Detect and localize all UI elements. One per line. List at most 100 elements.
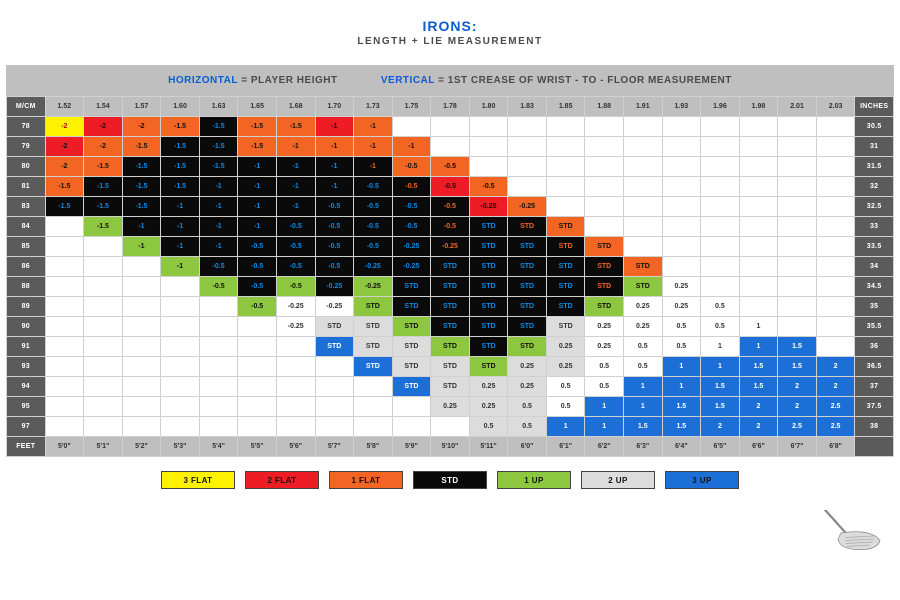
col-header: 2.01 <box>778 97 817 117</box>
feet-cell: 6'6" <box>739 437 778 457</box>
grid-cell: STD <box>392 277 431 297</box>
grid-cell: STD <box>469 297 508 317</box>
grid-cell <box>701 157 740 177</box>
grid-cell: -0.25 <box>315 297 354 317</box>
grid-cell <box>624 197 663 217</box>
grid-cell <box>662 197 701 217</box>
grid-cell: -1 <box>199 217 238 237</box>
grid-cell: STD <box>354 337 393 357</box>
grid-cell: STD <box>508 217 547 237</box>
grid-cell: STD <box>508 337 547 357</box>
grid-cell <box>45 297 84 317</box>
grid-cell: 0.25 <box>624 297 663 317</box>
grid-cell: -1 <box>238 177 277 197</box>
grid-cell <box>84 397 123 417</box>
grid-cell: -2 <box>45 157 84 177</box>
grid-cell <box>469 157 508 177</box>
grid-cell: 0.25 <box>624 317 663 337</box>
grid-cell: 0.25 <box>662 277 701 297</box>
grid-cell <box>739 137 778 157</box>
col-header: 1.63 <box>199 97 238 117</box>
grid-cell: 0.5 <box>701 297 740 317</box>
grid-cell: -1 <box>392 137 431 157</box>
corner-top-left: M/CM <box>7 97 46 117</box>
grid-cell <box>238 417 277 437</box>
grid-cell <box>778 277 817 297</box>
row-header-right: 37 <box>855 377 894 397</box>
grid-cell: -1 <box>276 137 315 157</box>
grid-cell <box>469 117 508 137</box>
grid-cell <box>739 157 778 177</box>
grid-cell <box>84 297 123 317</box>
grid-cell: 0.5 <box>624 337 663 357</box>
grid-cell <box>662 257 701 277</box>
grid-cell <box>354 417 393 437</box>
grid-cell: -1 <box>238 197 277 217</box>
grid-cell: STD <box>585 297 624 317</box>
grid-cell: -1 <box>276 157 315 177</box>
grid-cell: STD <box>546 217 585 237</box>
grid-cell: STD <box>392 297 431 317</box>
col-header: 1.80 <box>469 97 508 117</box>
grid-cell: -1 <box>238 217 277 237</box>
grid-cell <box>315 417 354 437</box>
grid-cell: -1 <box>161 237 200 257</box>
grid-cell <box>662 137 701 157</box>
grid-cell: STD <box>624 257 663 277</box>
row-header-right: 34.5 <box>855 277 894 297</box>
grid-cell: 1.5 <box>662 417 701 437</box>
grid-cell: -0.5 <box>354 217 393 237</box>
grid-cell: 0.5 <box>508 397 547 417</box>
col-header: 1.54 <box>84 97 123 117</box>
grid-cell <box>624 237 663 257</box>
grid-cell: STD <box>546 257 585 277</box>
axis-vertical-label: VERTICAL <box>381 75 435 86</box>
grid-cell: -1.5 <box>84 177 123 197</box>
col-header: 1.96 <box>701 97 740 117</box>
grid-cell <box>469 137 508 157</box>
grid-cell: STD <box>546 237 585 257</box>
row-header-right: 36.5 <box>855 357 894 377</box>
grid-cell: STD <box>431 377 470 397</box>
grid-cell <box>546 157 585 177</box>
fitting-table: M/CM1.521.541.571.601.631.651.681.701.73… <box>6 96 894 457</box>
grid-cell <box>238 337 277 357</box>
grid-cell: -1.5 <box>45 177 84 197</box>
grid-cell: STD <box>469 217 508 237</box>
grid-cell: 1.5 <box>778 357 817 377</box>
row-header-left: 80 <box>7 157 46 177</box>
grid-cell <box>816 117 855 137</box>
grid-cell <box>508 157 547 177</box>
grid-cell: -0.25 <box>508 197 547 217</box>
col-header: 1.52 <box>45 97 84 117</box>
grid-cell <box>161 297 200 317</box>
grid-cell: STD <box>469 277 508 297</box>
grid-cell: -1.5 <box>199 137 238 157</box>
grid-cell: -1 <box>122 237 161 257</box>
grid-cell: -0.5 <box>392 177 431 197</box>
grid-cell: -0.5 <box>276 217 315 237</box>
grid-cell <box>739 297 778 317</box>
grid-cell: STD <box>354 317 393 337</box>
grid-cell: STD <box>508 297 547 317</box>
grid-cell <box>585 217 624 237</box>
grid-cell: -0.25 <box>392 237 431 257</box>
grid-cell <box>701 277 740 297</box>
grid-cell <box>276 377 315 397</box>
grid-cell: STD <box>546 277 585 297</box>
page-subtitle: LENGTH + LIE MEASUREMENT <box>0 36 900 47</box>
grid-cell <box>392 397 431 417</box>
grid-cell: STD <box>354 297 393 317</box>
grid-cell: 0.5 <box>546 377 585 397</box>
grid-cell <box>508 137 547 157</box>
grid-cell: -1.5 <box>199 117 238 137</box>
row-header-right: 35 <box>855 297 894 317</box>
grid-cell <box>816 317 855 337</box>
grid-cell: 0.5 <box>701 317 740 337</box>
grid-cell: STD <box>469 357 508 377</box>
grid-cell <box>199 377 238 397</box>
grid-cell: -1 <box>315 157 354 177</box>
grid-cell <box>662 117 701 137</box>
grid-cell: -1.5 <box>122 197 161 217</box>
grid-cell: STD <box>315 337 354 357</box>
